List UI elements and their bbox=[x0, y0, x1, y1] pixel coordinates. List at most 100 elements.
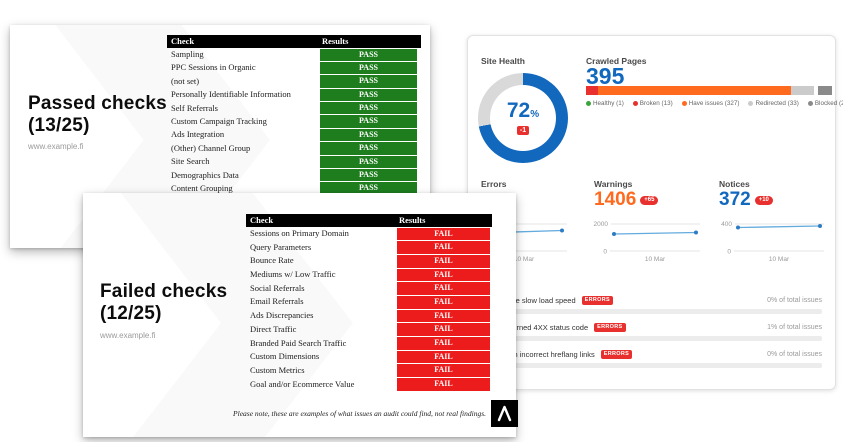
warnings-ymax-tick: 2000 bbox=[594, 221, 609, 228]
table-header: Check Results bbox=[246, 214, 492, 227]
table-row: Email Referrals FAIL bbox=[246, 295, 492, 309]
issue-type-badge: ERRORS bbox=[600, 349, 633, 359]
crawled-pages-stacked-bar[interactable] bbox=[586, 86, 834, 95]
blocked-dot-icon bbox=[807, 101, 813, 106]
result-cell: FAIL bbox=[397, 254, 490, 268]
site-health-value: 72% bbox=[506, 99, 539, 125]
site-audit-dashboard: Site Health 72% -1 Crawled Pages 395 Hea… bbox=[467, 35, 843, 390]
table-row: Content Grouping PASS bbox=[167, 182, 421, 195]
result-cell: FAIL bbox=[397, 268, 490, 282]
issue-title[interactable]: pages returned 4XX status code bbox=[481, 322, 589, 332]
slide-title-count: (12/25) bbox=[100, 303, 162, 324]
issue-row[interactable]: issues with incorrect hreflang links ERR… bbox=[481, 348, 822, 360]
table-row: Site Search PASS bbox=[167, 155, 421, 169]
table-row: Goal and/or Ecommerce Value FAIL bbox=[246, 378, 492, 392]
disclaimer-note: Please note, these are examples of what … bbox=[233, 409, 486, 418]
table-row: Mediums w/ Low Traffic FAIL bbox=[246, 268, 492, 282]
issue-share: 1% of total issues bbox=[767, 323, 822, 331]
result-cell: FAIL bbox=[397, 309, 490, 323]
result-cell: FAIL bbox=[397, 295, 490, 309]
notices-label: Notices bbox=[719, 179, 750, 189]
issue-progress-bar bbox=[481, 336, 822, 341]
table-row: Ads Integration PASS bbox=[167, 128, 421, 142]
check-column-header: Check bbox=[250, 215, 274, 225]
result-cell: FAIL bbox=[397, 323, 490, 336]
table-row: Self Referrals PASS bbox=[167, 102, 421, 115]
legend-item-blocked: Blocked (21) bbox=[807, 100, 843, 107]
issue-row[interactable]: pages returned 4XX status code ERRORS 1%… bbox=[481, 321, 822, 333]
legend-item-redirected: Redirected (33) bbox=[748, 100, 799, 107]
healthy-dot-icon bbox=[586, 101, 591, 106]
result-cell: FAIL bbox=[397, 282, 490, 295]
result-cell: FAIL bbox=[397, 378, 490, 391]
result-cell: FAIL bbox=[397, 337, 490, 350]
result-cell: FAIL bbox=[397, 241, 490, 254]
warnings-label: Warnings bbox=[594, 179, 633, 189]
bar-segment-redirected bbox=[790, 86, 815, 95]
result-cell: PASS bbox=[320, 61, 417, 75]
results-column-header: Results bbox=[322, 36, 349, 46]
legend-item-broken: Broken (13) bbox=[632, 100, 673, 107]
table-header: Check Results bbox=[167, 35, 421, 48]
table-row: Custom Dimensions FAIL bbox=[246, 350, 492, 364]
table-row: (Other) Channel Group PASS bbox=[167, 142, 421, 155]
caret-mark-icon bbox=[497, 405, 512, 422]
legend-label: Blocked (21) bbox=[814, 100, 843, 107]
issue-progress-bar bbox=[481, 309, 822, 314]
result-cell: PASS bbox=[320, 182, 417, 195]
warnings-trend-chart: 2000 0 10 Mar bbox=[594, 221, 700, 263]
warnings-metric[interactable]: 1406 +65 bbox=[594, 189, 659, 210]
notices-metric[interactable]: 372 +10 bbox=[719, 189, 773, 210]
errors-point-icon bbox=[560, 228, 564, 233]
result-cell: PASS bbox=[320, 88, 417, 102]
warnings-value[interactable]: 1406 bbox=[594, 189, 637, 210]
warnings-trend-line bbox=[613, 231, 697, 235]
notices-trend-chart: 400 0 10 Mar bbox=[721, 221, 824, 263]
issue-title[interactable]: issues with incorrect hreflang links bbox=[481, 349, 595, 359]
crawled-pages-total[interactable]: 395 bbox=[586, 63, 625, 89]
result-cell: FAIL bbox=[397, 227, 490, 241]
table-row: (not set) PASS bbox=[167, 75, 421, 88]
issue-share: 0% of total issues bbox=[767, 350, 822, 358]
issue-share: 0% of total issues bbox=[767, 296, 822, 304]
site-health-number: 72 bbox=[506, 99, 531, 122]
notices-point-icon bbox=[818, 224, 822, 228]
notices-trend-line bbox=[737, 225, 821, 229]
table-row: Query Parameters FAIL bbox=[246, 241, 492, 255]
errors-x-tick: 10 Mar bbox=[514, 256, 535, 263]
failed-checks-table: Check Results Sessions on Primary Domain… bbox=[246, 214, 492, 391]
results-column-header: Results bbox=[399, 215, 426, 225]
site-health-donut[interactable]: 72% -1 bbox=[478, 73, 568, 163]
site-health-label: Site Health bbox=[481, 56, 525, 66]
legend-item-have-issues: Have issues (327) bbox=[681, 100, 740, 107]
issue-progress-bar bbox=[481, 363, 822, 368]
slide-site-url: www.example.fi bbox=[100, 331, 156, 340]
site-health-donut-center: 72% -1 bbox=[490, 85, 556, 151]
result-cell: PASS bbox=[320, 102, 417, 115]
result-cell: PASS bbox=[320, 128, 417, 142]
errors-label: Errors bbox=[481, 179, 507, 189]
table-row: Sessions on Primary Domain FAIL bbox=[246, 227, 492, 241]
warnings-x-tick: 10 Mar bbox=[645, 256, 666, 263]
result-cell: FAIL bbox=[397, 350, 490, 364]
slide-title: Passed checks (13/25) bbox=[28, 93, 167, 137]
legend-label: Have issues (327) bbox=[688, 100, 740, 107]
issue-row[interactable]: pages have slow load speed ERRORS 0% of … bbox=[481, 294, 822, 306]
notices-value[interactable]: 372 bbox=[719, 189, 751, 210]
table-row: Personally Identifiable Information PASS bbox=[167, 88, 421, 102]
result-cell: PASS bbox=[320, 169, 417, 182]
slide-title-line1: Passed checks bbox=[28, 93, 167, 114]
issue-title[interactable]: pages have slow load speed bbox=[481, 295, 576, 305]
table-row: Direct Traffic FAIL bbox=[246, 323, 492, 337]
result-cell: PASS bbox=[320, 115, 417, 128]
passed-checks-table: Check Results Sampling PASS PPC Sessions … bbox=[167, 35, 421, 195]
notices-ymax-tick: 400 bbox=[721, 221, 732, 228]
slide-title: Failed checks (12/25) bbox=[100, 281, 227, 325]
result-cell: FAIL bbox=[397, 364, 490, 378]
crawled-pages-legend: Healthy (1) Broken (13) Have issues (327… bbox=[586, 100, 843, 107]
result-cell: PASS bbox=[320, 142, 417, 155]
site-health-delta-badge: -1 bbox=[516, 126, 530, 135]
table-row: Bounce Rate FAIL bbox=[246, 254, 492, 268]
have-issues-dot-icon bbox=[681, 101, 687, 106]
